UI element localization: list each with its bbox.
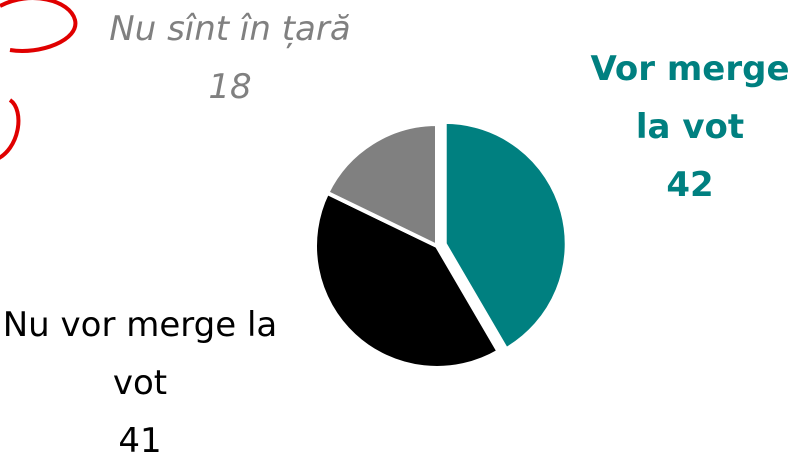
slice-value: 18 [80,58,380,116]
scribble [0,0,75,160]
slice-value: 42 [580,156,800,214]
slice-name: Nu sînt în țară [80,0,380,58]
slice-name: Vor merge la vot [580,40,800,156]
page: Vor merge la vot42Nu vor merge la vot41N… [0,0,800,461]
slice-value: 41 [0,412,280,470]
slice-name: Nu vor merge la vot [0,296,280,412]
